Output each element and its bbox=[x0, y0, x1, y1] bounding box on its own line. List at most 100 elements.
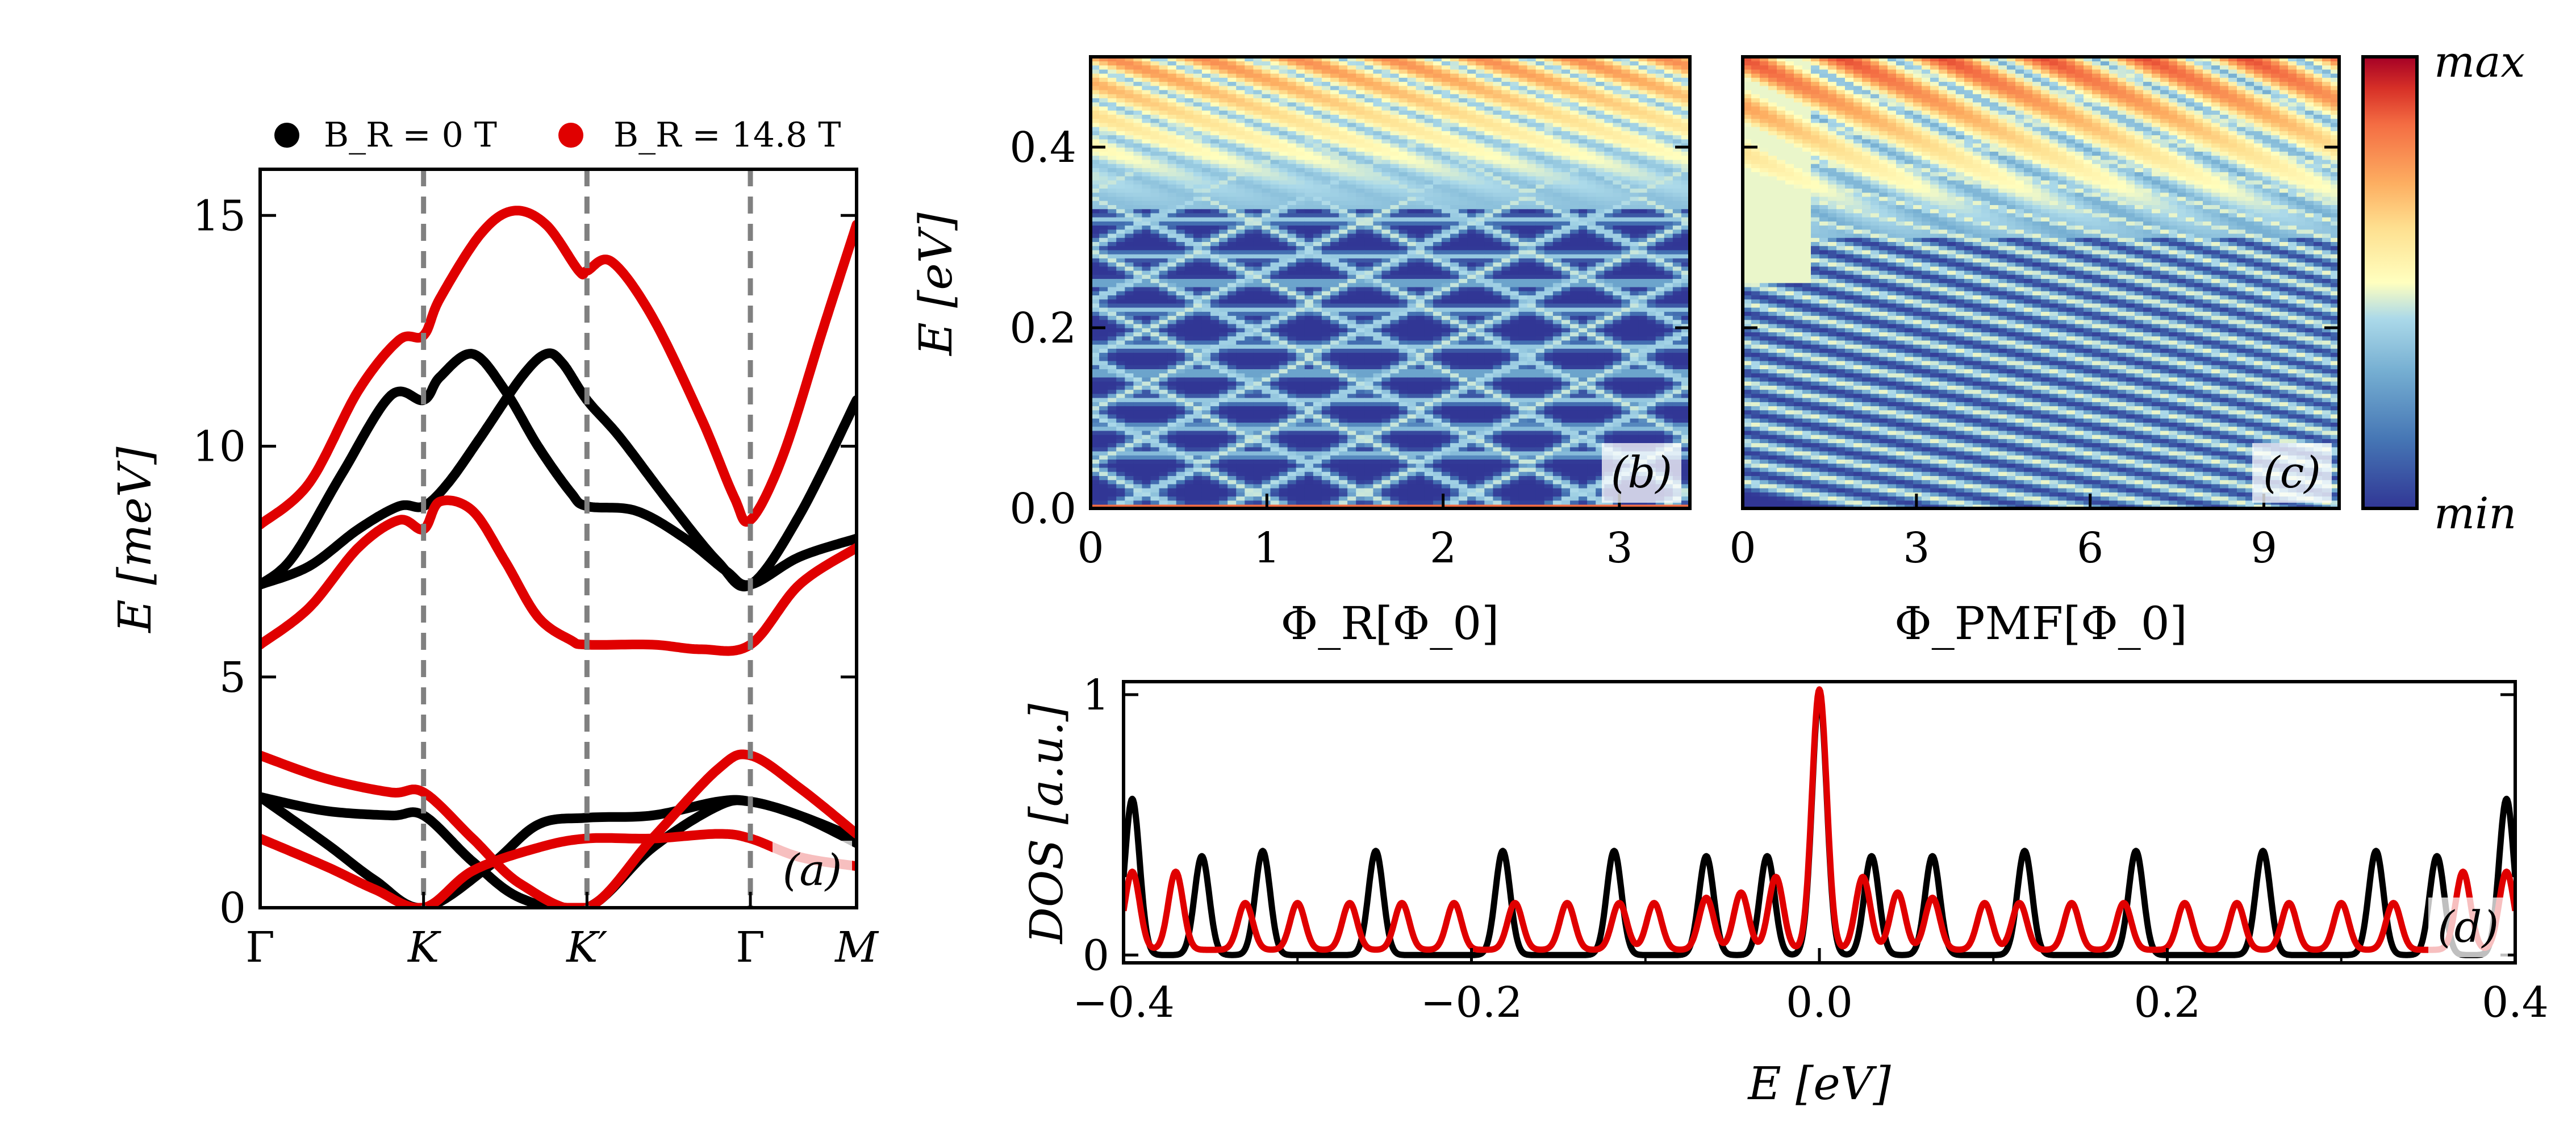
heatmap-b-cell bbox=[1313, 184, 1322, 189]
heatmap-b-cell bbox=[1321, 406, 1331, 411]
heatmap-b-cell bbox=[1339, 369, 1348, 374]
heatmap-b-cell bbox=[1108, 385, 1117, 390]
heatmap-b-cell bbox=[1150, 418, 1160, 423]
heatmap-b-cell bbox=[1091, 106, 1100, 111]
heatmap-b-cell bbox=[1450, 323, 1459, 328]
heatmap-b-cell bbox=[1142, 188, 1151, 193]
heatmap-b-cell bbox=[1091, 163, 1100, 168]
heatmap-b-cell bbox=[1416, 61, 1425, 66]
heatmap-b-cell bbox=[1253, 439, 1263, 444]
heatmap-b-cell bbox=[1381, 446, 1391, 452]
heatmap-b-cell bbox=[1450, 475, 1459, 481]
heatmap-b-cell bbox=[1159, 266, 1168, 271]
heatmap-b-cell bbox=[1201, 98, 1211, 103]
heatmap-b-cell bbox=[1159, 61, 1168, 66]
heatmap-b-cell bbox=[1159, 237, 1168, 242]
heatmap-b-cell bbox=[1398, 332, 1408, 337]
heatmap-b-cell bbox=[1450, 381, 1459, 386]
heatmap-b-cell bbox=[1091, 410, 1100, 415]
heatmap-b-cell bbox=[1279, 57, 1288, 61]
heatmap-b-cell bbox=[1176, 237, 1185, 242]
heatmap-b-cell bbox=[1424, 410, 1434, 415]
heatmap-b-cell bbox=[1201, 356, 1211, 361]
heatmap-b-cell bbox=[1245, 422, 1254, 427]
heatmap-b-cell bbox=[1373, 369, 1383, 374]
heatmap-b-cell bbox=[1184, 57, 1194, 61]
heatmap-b-cell bbox=[1296, 102, 1305, 107]
heatmap-b-cell bbox=[1364, 65, 1374, 70]
heatmap-b-cell bbox=[1219, 348, 1228, 353]
heatmap-b-cell bbox=[1142, 443, 1151, 448]
heatmap-b-cell bbox=[1441, 77, 1451, 82]
heatmap-b-cell bbox=[1416, 381, 1425, 386]
heatmap-b-cell bbox=[1159, 446, 1168, 452]
heatmap-b-cell bbox=[1219, 410, 1228, 415]
heatmap-b-cell bbox=[1116, 332, 1126, 337]
ytick-label-a: 15 bbox=[193, 191, 246, 240]
heatmap-b-cell bbox=[1150, 475, 1160, 481]
heatmap-b-cell bbox=[1236, 487, 1246, 492]
heatmap-b-cell bbox=[1373, 73, 1383, 78]
heatmap-b-cell bbox=[1390, 467, 1400, 472]
heatmap-b-cell bbox=[1304, 221, 1314, 226]
heatmap-b-cell bbox=[1441, 365, 1451, 369]
heatmap-b-cell bbox=[1407, 373, 1417, 378]
heatmap-b-cell bbox=[1296, 332, 1305, 337]
heatmap-b-cell bbox=[1210, 483, 1220, 489]
heatmap-b-cell bbox=[1433, 369, 1442, 374]
heatmap-b-cell bbox=[1184, 274, 1194, 279]
heatmap-b-cell bbox=[1159, 122, 1168, 127]
heatmap-b-cell bbox=[1330, 122, 1339, 127]
heatmap-b-cell bbox=[1390, 278, 1400, 283]
heatmap-b-cell bbox=[1296, 89, 1305, 94]
heatmap-b-cell bbox=[1159, 151, 1168, 156]
heatmap-b-cell bbox=[1296, 221, 1305, 226]
heatmap-b-cell bbox=[1253, 443, 1263, 448]
heatmap-b-cell bbox=[1364, 479, 1374, 485]
heatmap-b-cell bbox=[1330, 151, 1339, 156]
heatmap-b-cell bbox=[1459, 496, 1468, 501]
heatmap-b-cell bbox=[1245, 282, 1254, 287]
heatmap-b-cell bbox=[1424, 57, 1434, 61]
heatmap-b-cell bbox=[1381, 143, 1391, 148]
heatmap-b-cell bbox=[1159, 73, 1168, 78]
heatmap-b-cell bbox=[1270, 237, 1280, 242]
heatmap-b-cell bbox=[1390, 463, 1400, 468]
heatmap-b-cell bbox=[1099, 406, 1108, 411]
heatmap-b-cell bbox=[1347, 216, 1356, 222]
heatmap-b-cell bbox=[1176, 249, 1185, 254]
heatmap-b-cell bbox=[1407, 192, 1417, 197]
heatmap-b-cell bbox=[1133, 373, 1143, 378]
heatmap-b-cell bbox=[1167, 344, 1177, 349]
heatmap-b-cell bbox=[1287, 216, 1297, 222]
heatmap-b-cell bbox=[1236, 126, 1246, 131]
heatmap-b-cell bbox=[1210, 266, 1220, 271]
heatmap-b-cell bbox=[1459, 303, 1468, 308]
heatmap-b-cell bbox=[1270, 311, 1280, 316]
heatmap-b-cell bbox=[1304, 172, 1314, 177]
heatmap-b-cell bbox=[1210, 188, 1220, 193]
heatmap-b-cell bbox=[1193, 365, 1203, 369]
heatmap-b-cell bbox=[1330, 303, 1339, 308]
heatmap-b-cell bbox=[1210, 253, 1220, 258]
heatmap-b-cell bbox=[1441, 201, 1451, 205]
heatmap-b-cell bbox=[1321, 418, 1331, 423]
heatmap-b-cell bbox=[1099, 168, 1108, 173]
heatmap-b-cell bbox=[1381, 332, 1391, 337]
heatmap-b-cell bbox=[1184, 188, 1194, 193]
heatmap-b-cell bbox=[1398, 118, 1408, 123]
heatmap-b-cell bbox=[1467, 204, 1476, 210]
heatmap-b-cell bbox=[1347, 467, 1356, 472]
heatmap-b-cell bbox=[1245, 483, 1254, 489]
heatmap-b-cell bbox=[1159, 319, 1168, 324]
heatmap-b-cell bbox=[1364, 262, 1374, 267]
heatmap-b-cell bbox=[1313, 57, 1322, 61]
heatmap-b-cell bbox=[1201, 430, 1211, 435]
heatmap-b-cell bbox=[1099, 98, 1108, 103]
heatmap-b-cell bbox=[1210, 110, 1220, 115]
heatmap-b-cell bbox=[1193, 336, 1203, 341]
heatmap-b-cell bbox=[1450, 212, 1459, 218]
heatmap-b-cell bbox=[1296, 336, 1305, 341]
heatmap-b-cell bbox=[1142, 439, 1151, 444]
heatmap-b-cell bbox=[1176, 439, 1185, 444]
